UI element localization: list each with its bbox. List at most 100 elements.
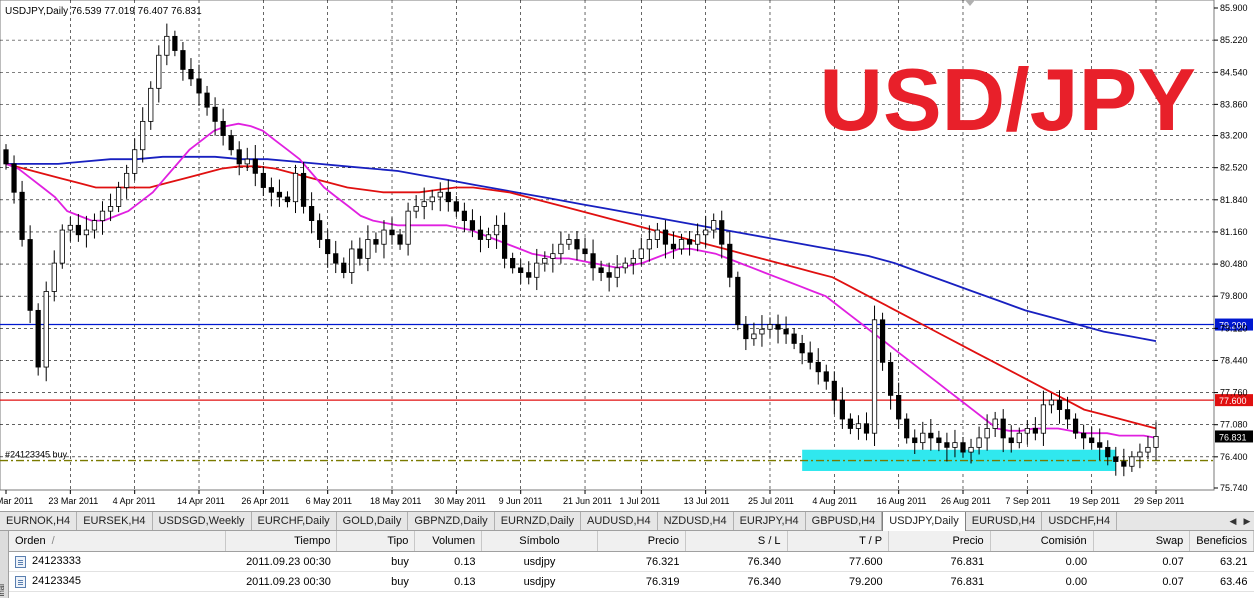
tab-eurjpy-h4[interactable]: EURJPY,H4 xyxy=(734,512,806,530)
candle-body xyxy=(912,437,918,444)
tab-nzdusd-h4[interactable]: NZDUSD,H4 xyxy=(658,512,734,530)
x-tick-label: 1 Jul 2011 xyxy=(619,496,660,506)
candle-body xyxy=(156,54,162,89)
candle-body xyxy=(775,324,781,330)
candle-body xyxy=(574,239,580,250)
price-chart[interactable]: 79.200 77.600 76.831 85.900 85.220 84.540 83.… xyxy=(0,0,1254,511)
x-tick-label: 4 Aug 2011 xyxy=(812,496,857,506)
x-tick-label: 21 Jun 2011 xyxy=(563,496,612,506)
candle-body xyxy=(421,201,427,207)
x-tick-label: 25 Jul 2011 xyxy=(748,496,794,506)
order-precio2: 76.831 xyxy=(888,551,991,572)
candle-body xyxy=(27,239,33,311)
candle-body xyxy=(51,262,57,292)
shift-marker-icon[interactable] xyxy=(965,0,975,6)
candle-body xyxy=(1064,409,1071,420)
candle-body xyxy=(518,267,524,273)
order-number: 24123333 xyxy=(32,555,81,568)
hline-label-bg xyxy=(1215,318,1253,331)
x-tick-label: 7 Sep 2011 xyxy=(1005,496,1050,506)
y-tick-label: 81.840 xyxy=(1220,195,1248,205)
col-orden[interactable]: Orden / xyxy=(9,531,227,552)
col-swap[interactable]: Swap xyxy=(1093,531,1191,552)
candle-body xyxy=(172,35,178,51)
col-tp[interactable]: T / P xyxy=(787,531,890,552)
candle-body xyxy=(405,210,411,245)
tab-gbpusd-h4[interactable]: GBPUSD,H4 xyxy=(806,512,883,530)
tab-scroll: ◀ ▶ xyxy=(1226,512,1254,530)
col-sl[interactable]: S / L xyxy=(685,531,788,552)
order-comision: 0.00 xyxy=(990,571,1094,592)
candle-body xyxy=(228,135,234,151)
col-simbolo[interactable]: Símbolo xyxy=(481,531,598,552)
order-volumen: 0.13 xyxy=(414,571,482,592)
hline-label: 77.600 xyxy=(1219,396,1247,406)
tab-usdchf-h4[interactable]: USDCHF,H4 xyxy=(1042,512,1118,530)
candle-body xyxy=(357,248,363,259)
candle-body xyxy=(91,220,98,231)
candle-body xyxy=(389,229,395,236)
candle-body xyxy=(252,158,258,174)
candle-body xyxy=(59,229,65,264)
candle-body xyxy=(823,371,829,382)
order-icon xyxy=(15,575,26,588)
candle-body xyxy=(107,206,114,212)
col-precio[interactable]: Precio xyxy=(597,531,686,552)
candle-body xyxy=(831,380,837,401)
y-tick-label: 78.440 xyxy=(1220,355,1248,365)
x-tick-label: 14 Apr 2011 xyxy=(177,496,225,506)
col-tiempo[interactable]: Tiempo xyxy=(225,531,338,552)
tab-usdjpy-daily[interactable]: USDJPY,Daily xyxy=(882,512,966,531)
candle-body xyxy=(67,224,73,231)
candle-body xyxy=(317,220,323,240)
plot-area[interactable] xyxy=(0,0,1215,491)
tab-eurnok-h4[interactable]: EURNOK,H4 xyxy=(0,512,78,530)
tab-eursek-h4[interactable]: EURSEK,H4 xyxy=(77,512,153,530)
tab-gbpnzd-daily[interactable]: GBPNZD,Daily xyxy=(408,512,495,530)
col-comision[interactable]: Comisión xyxy=(990,531,1094,552)
hline-label: 79.200 xyxy=(1219,321,1247,331)
orders-table: Orden / Tiempo Tipo Volumen Símbolo Preci… xyxy=(9,531,1254,592)
order-simbolo: usdjpy xyxy=(481,571,598,592)
candle-body xyxy=(477,229,484,240)
candle-body xyxy=(984,428,990,439)
tab-eurusd-h4[interactable]: EURUSD,H4 xyxy=(966,512,1043,530)
y-tick-label: 81.160 xyxy=(1220,227,1248,237)
candle-body xyxy=(566,239,572,245)
y-tick-label: 77.760 xyxy=(1220,388,1248,398)
candle-body xyxy=(582,248,588,255)
candle-body xyxy=(542,257,548,264)
tab-scroll-right-icon[interactable]: ▶ xyxy=(1243,516,1251,526)
tab-audusd-h4[interactable]: AUDUSD,H4 xyxy=(581,512,658,530)
tab-usdsgd-weekly[interactable]: USDSGD,Weekly xyxy=(153,512,252,530)
terminal-side-tab[interactable]: inal xyxy=(0,531,9,598)
candle-body xyxy=(99,210,106,221)
tab-eurchf-daily[interactable]: EURCHF,Daily xyxy=(252,512,337,530)
order-row[interactable]: 24123333 2011.09.23 00:30 buy 0.13 usdjpy 76.… xyxy=(9,551,1254,572)
tab-scroll-left-icon[interactable]: ◀ xyxy=(1229,516,1237,526)
candle-body xyxy=(373,239,379,245)
candle-body xyxy=(960,442,966,453)
col-beneficios[interactable]: Beneficios xyxy=(1189,531,1254,552)
y-tick-label: 84.540 xyxy=(1220,67,1248,77)
col-volumen[interactable]: Volumen xyxy=(414,531,483,552)
candle-body xyxy=(308,206,315,221)
candle-body xyxy=(904,418,910,439)
ma-mid-line xyxy=(5,163,1157,430)
col-tipo[interactable]: Tipo xyxy=(336,531,416,552)
candle-body xyxy=(863,423,870,434)
candle-body xyxy=(1153,436,1159,448)
tab-gold-daily[interactable]: GOLD,Daily xyxy=(337,512,409,530)
candle-body xyxy=(1113,456,1119,462)
candle-body xyxy=(397,234,403,245)
candle-body xyxy=(19,191,25,240)
y-tick-label: 80.480 xyxy=(1220,259,1248,269)
col-precio-actual[interactable]: Precio xyxy=(888,531,991,552)
order-row[interactable]: 24123345 2011.09.23 00:30 buy 0.13 usdjpy 76.… xyxy=(9,571,1254,592)
candle-body xyxy=(1048,399,1055,406)
x-tick-label: 6 May 2011 xyxy=(306,496,352,506)
candle-body xyxy=(413,206,419,212)
order-tipo: buy xyxy=(336,571,415,592)
tab-eurnzd-daily[interactable]: EURNZD,Daily xyxy=(495,512,582,530)
candle-body xyxy=(429,196,435,203)
